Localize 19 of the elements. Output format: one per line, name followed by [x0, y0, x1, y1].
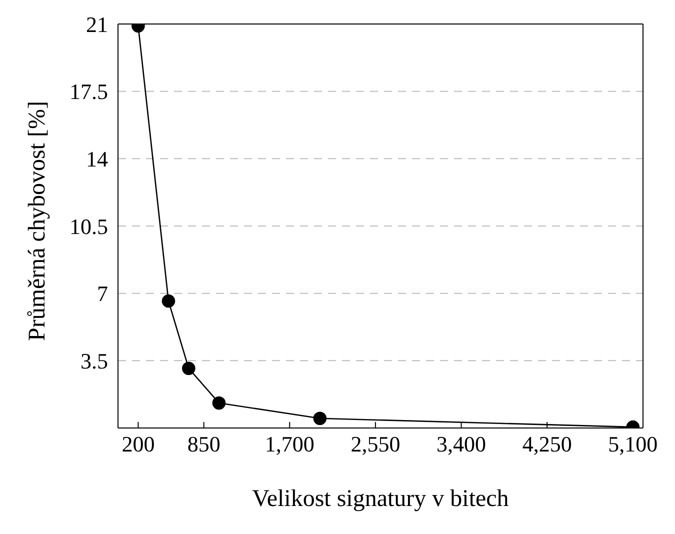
point	[212, 396, 226, 410]
x-tick-label: 200	[122, 432, 155, 457]
x-tick-label: 850	[187, 432, 220, 457]
y-tick-label: 7	[97, 281, 108, 306]
point	[182, 362, 196, 376]
x-axis-title: Velikost signatury v bitech	[252, 486, 509, 512]
x-tick-label: 5,100	[608, 432, 658, 457]
y-tick-label: 14	[86, 146, 108, 172]
y-tick-label: 10.5	[70, 214, 108, 239]
x-tick-label: 3,400	[436, 432, 486, 457]
x-tick-label: 2,550	[350, 432, 400, 457]
y-tick-label: 21	[86, 12, 108, 37]
y-tick-label: 17.5	[70, 79, 108, 104]
point	[313, 412, 327, 426]
point	[162, 294, 176, 308]
x-tick-label: 4,250	[522, 432, 572, 457]
y-axis-title: Průměrná chybovost [%]	[24, 101, 51, 341]
x-tick-label: 1,700	[264, 432, 314, 457]
y-tick-label: 3.5	[80, 348, 108, 374]
